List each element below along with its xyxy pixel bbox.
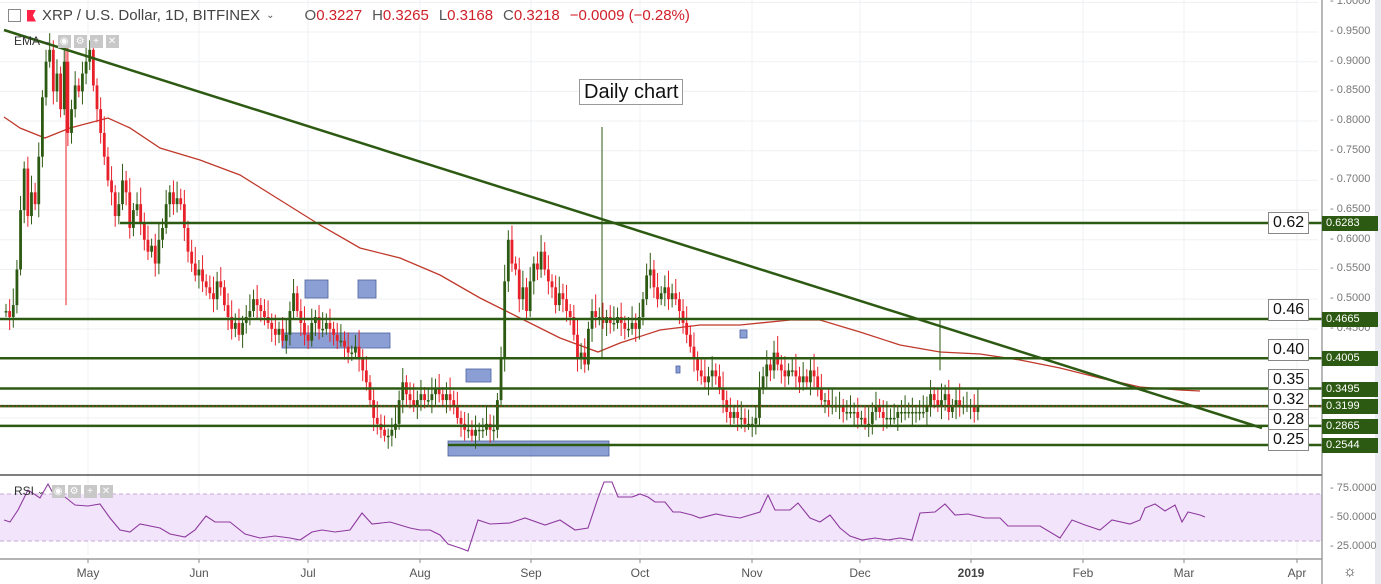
- symbol-title[interactable]: XRP / U.S. Dollar, 1D, BITFINEX: [42, 7, 261, 24]
- chart-header: XRP / U.S. Dollar, 1D, BITFINEX ⌄ O0.322…: [8, 7, 690, 24]
- collapse-checkbox[interactable]: [8, 9, 21, 22]
- rsi-label[interactable]: RSI: [14, 484, 35, 498]
- ema-study-legend: EMA ⌄ ◉ ⚙ + ✕: [14, 34, 119, 48]
- ema-label[interactable]: EMA: [14, 34, 41, 48]
- change-value: −0.0009 (−0.28%): [569, 7, 690, 24]
- level-annotation[interactable]: 0.35: [1268, 369, 1310, 391]
- time-axis-label: Mar: [1173, 566, 1195, 580]
- time-axis-label: Nov: [741, 566, 763, 580]
- price-axis-label: - 0.8500: [1330, 84, 1371, 97]
- rsi-study-legend: RSI ⌄ ◉ ⚙ + ✕: [14, 484, 113, 498]
- time-axis-label: Dec: [849, 566, 871, 580]
- flag-icon[interactable]: [27, 9, 36, 22]
- open-value: 0.3227: [316, 7, 363, 24]
- price-axis-label: - 1.0000: [1330, 0, 1371, 8]
- trendline[interactable]: [3, 28, 1263, 430]
- rsi-axis-label: - 25.0000: [1330, 540, 1377, 552]
- rsi-axis-label: - 75.0000: [1330, 482, 1377, 494]
- level-annotation[interactable]: 0.32: [1268, 389, 1310, 411]
- eye-icon[interactable]: ◉: [51, 484, 65, 498]
- price-axis-label: - 0.9000: [1330, 54, 1371, 67]
- time-axis-label: Sep: [520, 566, 542, 580]
- rsi-axis-label: - 50.0000: [1330, 511, 1377, 523]
- plus-icon[interactable]: +: [83, 484, 97, 498]
- time-axis-label: May: [76, 566, 100, 580]
- level-annotation[interactable]: 0.28: [1268, 409, 1310, 431]
- price-tag: 0.6283: [1322, 216, 1378, 231]
- gear-icon[interactable]: ⚙: [73, 34, 87, 48]
- close-value: 0.3218: [513, 7, 560, 24]
- chevron-down-icon[interactable]: ⌄: [266, 10, 275, 21]
- gear-icon[interactable]: ⚙: [67, 484, 81, 498]
- level-annotation[interactable]: 0.46: [1268, 299, 1310, 321]
- level-annotation[interactable]: 0.62: [1268, 212, 1310, 234]
- price-axis-label: - 0.6000: [1330, 232, 1371, 245]
- high-value: 0.3265: [382, 7, 429, 24]
- close-icon[interactable]: ✕: [99, 484, 113, 498]
- plus-icon[interactable]: +: [89, 34, 103, 48]
- price-axis-label: - 0.7000: [1330, 173, 1371, 186]
- time-axis-label: 2019: [957, 566, 985, 580]
- time-axis-label: Oct: [630, 566, 650, 580]
- price-axis-label: - 0.9500: [1330, 25, 1371, 37]
- horizontal-levels[interactable]: [0, 221, 1322, 447]
- price-tag: 0.4665: [1322, 312, 1378, 328]
- time-axis-label: Apr: [1287, 566, 1307, 580]
- time-axis-label: Feb: [1072, 566, 1094, 580]
- price-axis-label: - 0.8000: [1330, 114, 1371, 127]
- price-axis-label: - 0.7500: [1330, 143, 1371, 156]
- level-annotation[interactable]: 0.25: [1268, 429, 1310, 451]
- candlesticks: [4, 33, 980, 449]
- low-value: 0.3168: [447, 7, 494, 24]
- daily-chart-annotation[interactable]: Daily chart: [579, 79, 684, 105]
- time-axis-label: Jun: [189, 566, 209, 580]
- support-resistance-zones: [281, 279, 748, 457]
- ohlc-values: O0.3227 H0.3265 L0.3168 C0.3218 −0.0009 …: [304, 7, 690, 24]
- chevron-down-icon[interactable]: ⌄: [43, 35, 51, 46]
- settings-gear-icon[interactable]: ☼: [1343, 563, 1357, 580]
- price-axis-label: - 0.5500: [1330, 262, 1371, 275]
- price-tag: 0.2544: [1322, 437, 1378, 453]
- price-tag: 0.4005: [1322, 351, 1378, 367]
- chevron-down-icon[interactable]: ⌄: [37, 485, 45, 496]
- price-tag: 0.2865: [1322, 418, 1378, 434]
- price-tag: 0.3199: [1322, 399, 1378, 415]
- level-annotation[interactable]: 0.40: [1268, 339, 1310, 361]
- price-axis-label: - 0.5000: [1330, 292, 1371, 305]
- price-axis-label: - 0.6500: [1330, 203, 1371, 216]
- rsi-pane: [0, 474, 1322, 552]
- time-axis-label: Jul: [300, 566, 316, 580]
- time-axis-label: Aug: [409, 566, 431, 580]
- close-icon[interactable]: ✕: [105, 34, 119, 48]
- price-tag: 0.3495: [1322, 381, 1378, 397]
- eye-icon[interactable]: ◉: [57, 34, 71, 48]
